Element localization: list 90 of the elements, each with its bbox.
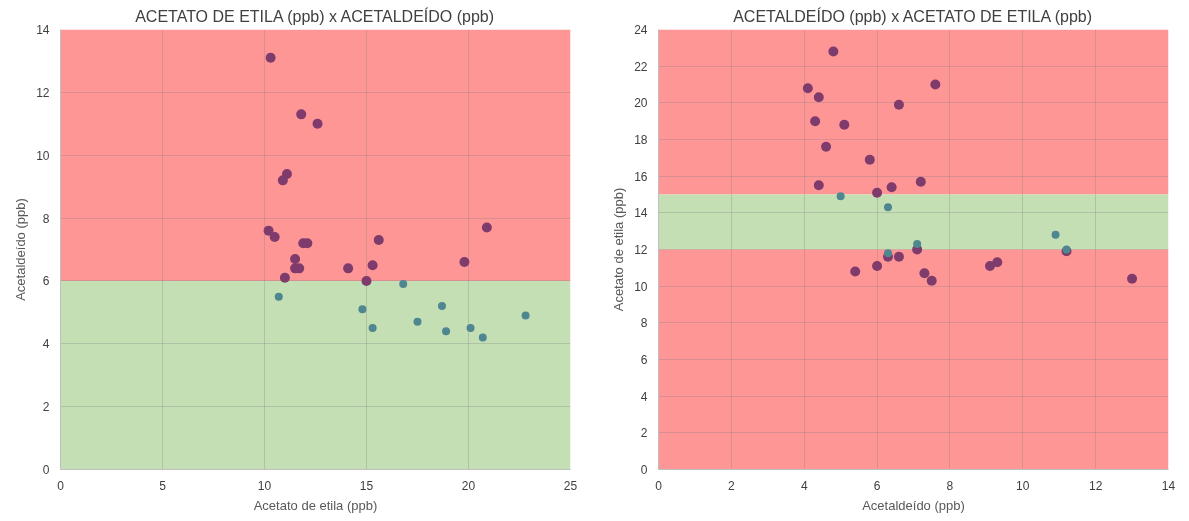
point bbox=[274, 292, 283, 301]
point bbox=[864, 154, 875, 165]
chart-title: ACETATO DE ETILA (ppb) x ACETALDEÍDO (ppb) bbox=[135, 6, 495, 25]
point bbox=[312, 118, 323, 129]
y-tick-label: 2 bbox=[640, 426, 648, 441]
point bbox=[1051, 230, 1060, 239]
point bbox=[521, 311, 530, 320]
x-tick-label: 8 bbox=[946, 478, 954, 493]
point bbox=[915, 176, 926, 187]
point bbox=[277, 175, 288, 186]
point bbox=[985, 261, 995, 271]
point bbox=[442, 327, 451, 336]
point bbox=[296, 109, 307, 120]
x-tick-label: 10 bbox=[257, 478, 272, 493]
x-tick-label: 6 bbox=[873, 478, 881, 493]
point bbox=[478, 333, 487, 342]
point bbox=[437, 302, 446, 311]
point bbox=[930, 79, 941, 90]
y-tick-label: 14 bbox=[634, 206, 648, 221]
x-tick-label: 0 bbox=[655, 478, 663, 493]
point bbox=[836, 192, 845, 201]
point bbox=[481, 222, 492, 233]
y-tick-label: 14 bbox=[36, 23, 50, 37]
y-tick-label: 2 bbox=[42, 400, 50, 415]
point bbox=[813, 180, 824, 191]
x-tick-label: 2 bbox=[728, 478, 736, 493]
point bbox=[459, 257, 470, 268]
y-tick-label: 0 bbox=[640, 463, 648, 477]
point bbox=[821, 141, 832, 152]
point bbox=[802, 83, 813, 94]
point bbox=[886, 182, 897, 193]
point bbox=[413, 317, 422, 326]
point bbox=[884, 203, 892, 212]
y-tick-label: 12 bbox=[36, 85, 50, 100]
y-tick-label: 20 bbox=[634, 96, 648, 111]
point bbox=[1127, 273, 1138, 284]
point bbox=[992, 257, 1003, 268]
y-tick-label: 16 bbox=[634, 169, 648, 184]
point bbox=[279, 272, 290, 283]
point bbox=[893, 99, 904, 110]
x-tick-label: 14 bbox=[1161, 478, 1176, 493]
point bbox=[367, 260, 378, 271]
y-tick-label: 6 bbox=[42, 274, 50, 289]
point bbox=[893, 251, 904, 262]
point bbox=[913, 240, 922, 248]
point bbox=[265, 52, 276, 63]
point bbox=[290, 253, 301, 264]
x-tick-label: 0 bbox=[57, 478, 65, 493]
point bbox=[466, 324, 475, 333]
point bbox=[810, 116, 821, 127]
y-tick-label: 12 bbox=[634, 243, 648, 257]
point bbox=[269, 231, 280, 242]
y-axis-title: Acetaldeído (ppb) bbox=[13, 198, 29, 301]
y-axis-title: Acetato de etila (ppb) bbox=[611, 187, 627, 312]
x-tick-label: 5 bbox=[159, 478, 167, 493]
point bbox=[872, 261, 883, 271]
x-axis-title: Acetaldeído (ppb) bbox=[862, 497, 965, 513]
point bbox=[368, 324, 377, 333]
x-tick-label: 15 bbox=[359, 478, 374, 493]
point bbox=[343, 263, 354, 274]
point bbox=[813, 92, 824, 103]
x-tick-label: 4 bbox=[800, 478, 808, 493]
y-tick-label: 24 bbox=[634, 23, 648, 37]
point bbox=[839, 119, 850, 130]
x-tick-label: 12 bbox=[1088, 478, 1103, 493]
y-tick-label: 8 bbox=[640, 316, 648, 331]
point bbox=[828, 46, 839, 57]
y-tick-label: 4 bbox=[640, 389, 648, 404]
point bbox=[926, 275, 937, 286]
x-tick-label: 10 bbox=[1016, 478, 1030, 493]
point bbox=[919, 268, 930, 279]
point bbox=[399, 280, 408, 289]
point bbox=[884, 249, 892, 258]
point bbox=[850, 266, 861, 277]
x-tick-label: 20 bbox=[461, 478, 476, 493]
point bbox=[373, 235, 384, 246]
point bbox=[872, 187, 883, 198]
y-tick-label: 10 bbox=[36, 148, 50, 163]
y-tick-label: 18 bbox=[634, 133, 648, 147]
y-tick-label: 0 bbox=[42, 463, 50, 477]
y-tick-label: 10 bbox=[634, 279, 648, 294]
point bbox=[358, 305, 367, 314]
x-tick-label: 25 bbox=[563, 478, 578, 493]
chart-title: ACETALDEÍDO (ppb) x ACETATO DE ETILA (ppb) bbox=[733, 6, 1093, 25]
point bbox=[361, 275, 372, 286]
x-axis-title: Acetato de etila (ppb) bbox=[253, 497, 378, 513]
y-tick-label: 22 bbox=[634, 59, 648, 74]
y-tick-label: 8 bbox=[42, 211, 50, 226]
y-tick-label: 4 bbox=[42, 337, 50, 352]
y-tick-label: 6 bbox=[640, 353, 648, 367]
